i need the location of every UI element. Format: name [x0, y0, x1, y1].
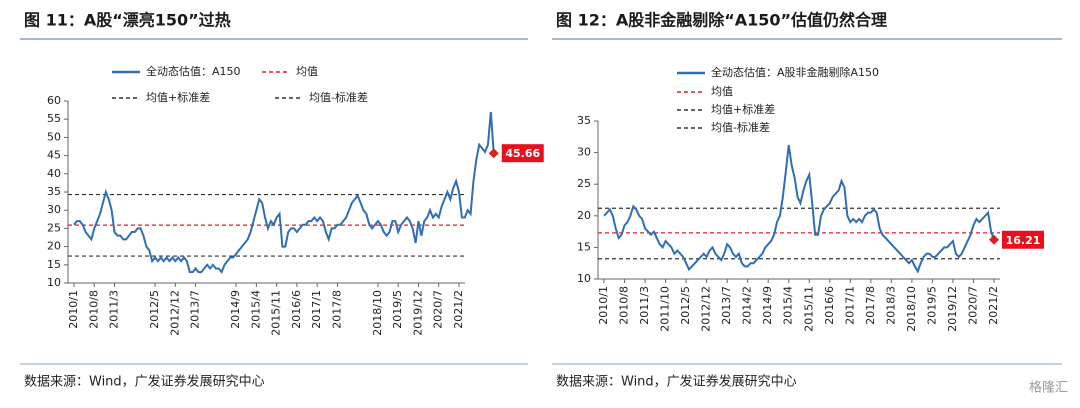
x-tick-label: 2014/9	[761, 286, 774, 325]
x-tick-label: 2010/8	[87, 290, 100, 329]
x-tick-label: 2013/7	[189, 290, 202, 329]
x-tick-label: 2012/12	[168, 290, 181, 336]
y-tick-label: 35	[577, 114, 591, 127]
y-tick-label: 30	[47, 203, 61, 216]
chart-title: 图 12：A股非金融剔除“A150”估值仍然合理	[556, 11, 887, 30]
y-tick-label: 25	[47, 221, 61, 234]
x-tick-label: 2010/8	[618, 286, 631, 325]
x-tick-label: 2010/1	[67, 290, 80, 329]
x-tick-label: 2017/8	[330, 290, 343, 329]
x-tick-label: 2014/9	[229, 290, 242, 329]
y-tick-label: 10	[47, 276, 61, 289]
x-tick-label: 2015/11	[270, 290, 283, 336]
x-tick-label: 2019/5	[925, 286, 938, 325]
legend-label: 全动态估值：A股非金融剔除A150	[711, 65, 879, 79]
value-label-box	[501, 144, 544, 163]
x-tick-label: 2016/6	[823, 286, 836, 325]
x-tick-label: 2012/5	[148, 290, 161, 329]
legend-label: 均值-标准差	[711, 120, 770, 134]
end-marker	[488, 148, 499, 159]
legend-label: 均值+标准差	[711, 102, 775, 116]
x-tick-label: 2016/6	[290, 290, 303, 329]
x-tick-label: 2017/1	[310, 290, 323, 329]
watermark: 格隆汇	[1029, 380, 1068, 396]
x-tick-label: 2017/1	[843, 286, 856, 325]
chart-title: 图 11：A股“漂亮150”过热	[24, 11, 231, 30]
x-tick-label: 2012/5	[679, 286, 692, 325]
x-tick-label: 2020/7	[432, 290, 445, 329]
x-tick-label: 2015/4	[249, 290, 262, 329]
y-tick-label: 15	[47, 258, 61, 271]
x-tick-label: 2014/2	[741, 286, 754, 325]
x-tick-label: 2011/3	[108, 290, 121, 329]
x-tick-label: 2015/4	[782, 286, 795, 325]
x-tick-label: 2012/12	[700, 286, 713, 332]
y-tick-label: 60	[47, 94, 61, 107]
legend-label: 均值-标准差	[309, 90, 368, 104]
y-tick-label: 55	[47, 112, 61, 125]
y-tick-label: 50	[47, 130, 61, 143]
legend-label: 均值	[296, 65, 318, 78]
data-line	[603, 144, 995, 274]
x-tick-label: 2011/3	[638, 286, 651, 325]
source-note: 数据来源：Wind，广发证券发展研究中心	[556, 374, 797, 390]
y-tick-label: 35	[47, 185, 61, 198]
x-tick-label: 2021/2	[987, 286, 1000, 325]
value-label: 16.21	[1006, 234, 1041, 247]
y-tick-label: 25	[577, 177, 591, 190]
end-marker	[989, 234, 999, 245]
x-tick-label: 2019/12	[946, 286, 959, 332]
legend-label: 均值+标准差	[146, 90, 210, 104]
x-tick-label: 2018/10	[905, 286, 918, 332]
x-tick-label: 2018/3	[884, 286, 897, 325]
data-line	[73, 111, 495, 275]
x-tick-label: 2011/10	[659, 286, 672, 332]
value-label-box	[1002, 230, 1044, 249]
source-note: 数据来源：Wind，广发证券发展研究中心	[24, 374, 265, 390]
x-tick-label: 2010/1	[597, 286, 610, 325]
y-tick-label: 45	[47, 149, 61, 162]
y-tick-label: 20	[577, 209, 591, 222]
x-tick-label: 2013/7	[720, 286, 733, 325]
x-tick-label: 2019/5	[391, 290, 404, 329]
x-tick-label: 2017/8	[864, 286, 877, 325]
y-tick-label: 40	[47, 167, 61, 180]
x-tick-label: 2019/12	[411, 290, 424, 336]
legend-label: 均值	[711, 85, 733, 98]
y-tick-label: 10	[577, 272, 591, 285]
legend-label: 全动态估值：A150	[146, 64, 241, 78]
y-tick-label: 20	[47, 240, 61, 253]
x-tick-label: 2018/10	[371, 290, 384, 336]
y-tick-label: 30	[577, 146, 591, 159]
x-tick-label: 2015/11	[802, 286, 815, 332]
value-label: 45.66	[505, 147, 540, 160]
x-tick-label: 2021/2	[452, 290, 465, 329]
y-tick-label: 15	[577, 240, 591, 253]
x-tick-label: 2020/7	[966, 286, 979, 325]
